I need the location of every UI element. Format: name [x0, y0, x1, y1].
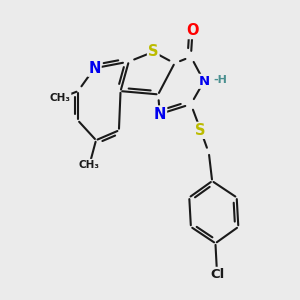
Text: S: S — [196, 123, 206, 138]
Text: S: S — [148, 44, 158, 59]
Text: N: N — [154, 106, 166, 122]
Text: -H: -H — [214, 75, 228, 85]
Text: N: N — [198, 75, 209, 88]
Text: CH₃: CH₃ — [50, 93, 70, 103]
Text: N: N — [88, 61, 100, 76]
Text: CH₃: CH₃ — [79, 160, 100, 170]
Text: Cl: Cl — [210, 268, 224, 281]
Text: O: O — [186, 23, 199, 38]
